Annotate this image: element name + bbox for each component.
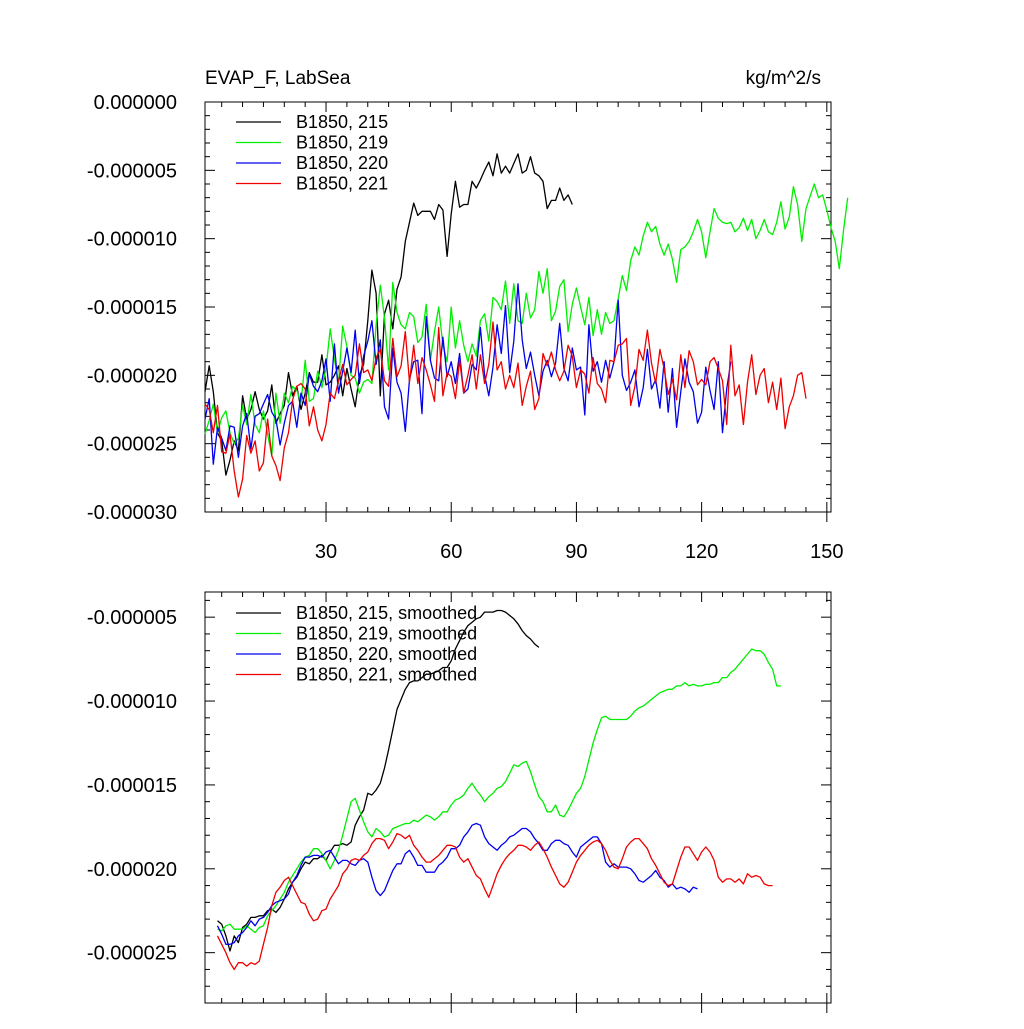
y-tick-label: -0.000025	[87, 434, 177, 456]
y-tick-label: -0.000030	[87, 502, 177, 524]
series-line-1	[204, 153, 573, 476]
y-tick-label: -0.000010	[87, 229, 177, 251]
x-tick-label: 60	[440, 541, 462, 563]
x-tick-label: 30	[315, 541, 337, 563]
y-tick-label: -0.000025	[87, 943, 177, 965]
y-tick-label: -0.000015	[87, 775, 177, 797]
legend-label: B1850, 215, smoothed	[296, 603, 477, 623]
y-tick-label: -0.000020	[87, 365, 177, 387]
units-label: kg/m^2/s	[746, 68, 821, 89]
legend-label: B1850, 219, smoothed	[296, 624, 477, 644]
x-tick-label: 150	[810, 541, 843, 563]
bottom-panel: -0.000005 -0.000010 -0.000015 -0.000020 -0.0…	[87, 591, 832, 1013]
series-line-4	[216, 832, 773, 971]
legend-label: B1850, 220, smoothed	[296, 644, 477, 664]
legend-label: B1850, 215	[296, 112, 388, 132]
legend-label: B1850, 221	[296, 174, 388, 194]
legend-label: B1850, 220	[296, 153, 388, 173]
y-tick-label: -0.000005	[87, 160, 177, 182]
y-tick-label: -0.000015	[87, 297, 177, 319]
x-tick-label: 90	[565, 541, 587, 563]
series-line-4	[204, 321, 807, 498]
top-panel: EVAP_F, LabSea kg/m^2/s 0.000000 -0.000005 -…	[87, 68, 849, 563]
legend-label: B1850, 219	[296, 133, 388, 153]
chart-title: EVAP_F, LabSea	[205, 68, 351, 89]
y-tick-label: 0.000000	[94, 92, 177, 114]
series-line-2	[217, 648, 781, 934]
y-tick-label: -0.000020	[87, 859, 177, 881]
series-line-2	[204, 183, 849, 457]
y-tick-label: -0.000010	[87, 691, 177, 713]
series-line-3	[216, 822, 698, 945]
plot-frame	[204, 591, 832, 1004]
y-tick-label: -0.000005	[87, 607, 177, 629]
legend-label: B1850, 221, smoothed	[296, 665, 477, 685]
x-tick-label: 120	[685, 541, 718, 563]
